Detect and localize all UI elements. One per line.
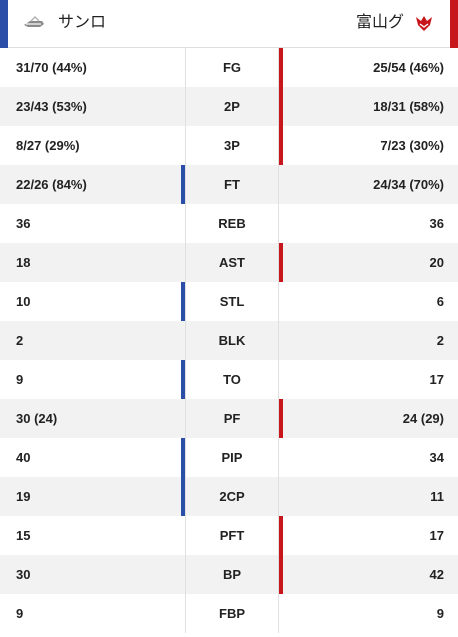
home-stat-value: 31/70 (44%)	[16, 60, 87, 75]
away-team-color-bar	[450, 0, 458, 48]
away-stat-value: 18/31 (58%)	[373, 99, 444, 114]
home-stat-value: 22/26 (84%)	[16, 177, 87, 192]
stat-label: 3P	[224, 138, 240, 153]
away-stat-value: 20	[429, 255, 444, 270]
stat-label: AST	[219, 255, 245, 270]
away-stat-value: 9	[436, 606, 444, 621]
stat-label: TO	[223, 372, 241, 387]
away-team-name[interactable]: 富山グ	[355, 14, 404, 31]
sunrockers-logo-icon	[24, 16, 44, 27]
home-stat-value: 8/27 (29%)	[16, 138, 80, 153]
stat-label: PF	[223, 411, 241, 426]
stat-row-fg: 31/70 (44%) FG 25/54 (46%)	[0, 48, 458, 87]
leader-marker	[279, 87, 283, 126]
home-stat-value: 9	[16, 606, 24, 621]
leader-marker	[279, 555, 283, 594]
away-stat-value: 25/54 (46%)	[373, 60, 444, 75]
team-header: サンロ 富山グ	[0, 0, 458, 48]
leader-marker	[279, 516, 283, 555]
away-stat-value: 7/23 (30%)	[380, 138, 444, 153]
away-stat-value: 2	[436, 333, 444, 348]
home-stat-value: 10	[16, 294, 31, 309]
home-team-color-bar	[0, 0, 8, 48]
home-stat-value: 18	[16, 255, 31, 270]
stat-row-pf: 30 (24) PF 24 (29)	[0, 399, 458, 438]
away-stat-value: 17	[429, 372, 444, 387]
home-stat-value: 2	[16, 333, 24, 348]
home-stat-value: 36	[16, 216, 31, 231]
leader-marker	[181, 282, 185, 321]
home-team-name[interactable]: サンロ	[58, 14, 107, 31]
stat-row-2cp: 19 2CP 11	[0, 477, 458, 516]
stat-label: REB	[218, 216, 246, 231]
stat-row-pft: 15 PFT 17	[0, 516, 458, 555]
stat-row-stl: 10 STL 6	[0, 282, 458, 321]
away-stat-value: 11	[430, 489, 444, 504]
stat-label: FBP	[219, 606, 245, 621]
leader-marker	[279, 126, 283, 165]
stat-label: FG	[222, 60, 242, 75]
home-stat-value: 23/43 (53%)	[16, 99, 87, 114]
away-stat-value: 34	[429, 450, 444, 465]
stat-label: PIP	[221, 450, 243, 465]
stat-label: BLK	[218, 333, 246, 348]
home-stat-value: 19	[16, 489, 31, 504]
away-stat-value: 24 (29)	[402, 411, 444, 426]
leader-marker	[181, 165, 185, 204]
leader-marker	[181, 477, 185, 516]
leader-marker	[181, 360, 185, 399]
stat-row-ast: 18 AST 20	[0, 243, 458, 282]
stat-label: BP	[222, 567, 242, 582]
stat-label: FT	[224, 177, 240, 192]
stat-row-2p: 23/43 (53%) 2P 18/31 (58%)	[0, 87, 458, 126]
stat-label: PFT	[219, 528, 245, 543]
away-stat-value: 36	[429, 216, 444, 231]
stat-row-blk: 2 BLK 2	[0, 321, 458, 360]
home-stat-value: 15	[16, 528, 31, 543]
stat-row-pip: 40 PIP 34	[0, 438, 458, 477]
leader-marker	[181, 438, 185, 477]
home-stat-value: 40	[16, 450, 31, 465]
stat-row-to: 9 TO 17	[0, 360, 458, 399]
leader-marker	[279, 243, 283, 282]
stat-row-ft: 22/26 (84%) FT 24/34 (70%)	[0, 165, 458, 204]
home-stat-value: 30	[16, 567, 31, 582]
stats-table: 31/70 (44%) FG 25/54 (46%) 23/43 (53%) 2…	[0, 48, 458, 633]
home-stat-value: 30 (24)	[16, 411, 58, 426]
leader-marker	[279, 399, 283, 438]
away-stat-value: 42	[429, 567, 444, 582]
stat-row-bp: 30 BP 42	[0, 555, 458, 594]
stat-row-3p: 8/27 (29%) 3P 7/23 (30%)	[0, 126, 458, 165]
stat-row-reb: 36 REB 36	[0, 204, 458, 243]
leader-marker	[279, 48, 283, 87]
away-stat-value: 6	[436, 294, 444, 309]
away-stat-value: 24/34 (70%)	[373, 177, 444, 192]
stat-row-fbp: 9 FBP 9	[0, 594, 458, 633]
stat-label: STL	[219, 294, 245, 309]
grouses-logo-icon	[416, 16, 432, 31]
home-stat-value: 9	[16, 372, 24, 387]
stat-label: 2P	[224, 99, 240, 114]
away-stat-value: 17	[429, 528, 444, 543]
stat-label: 2CP	[219, 489, 245, 504]
